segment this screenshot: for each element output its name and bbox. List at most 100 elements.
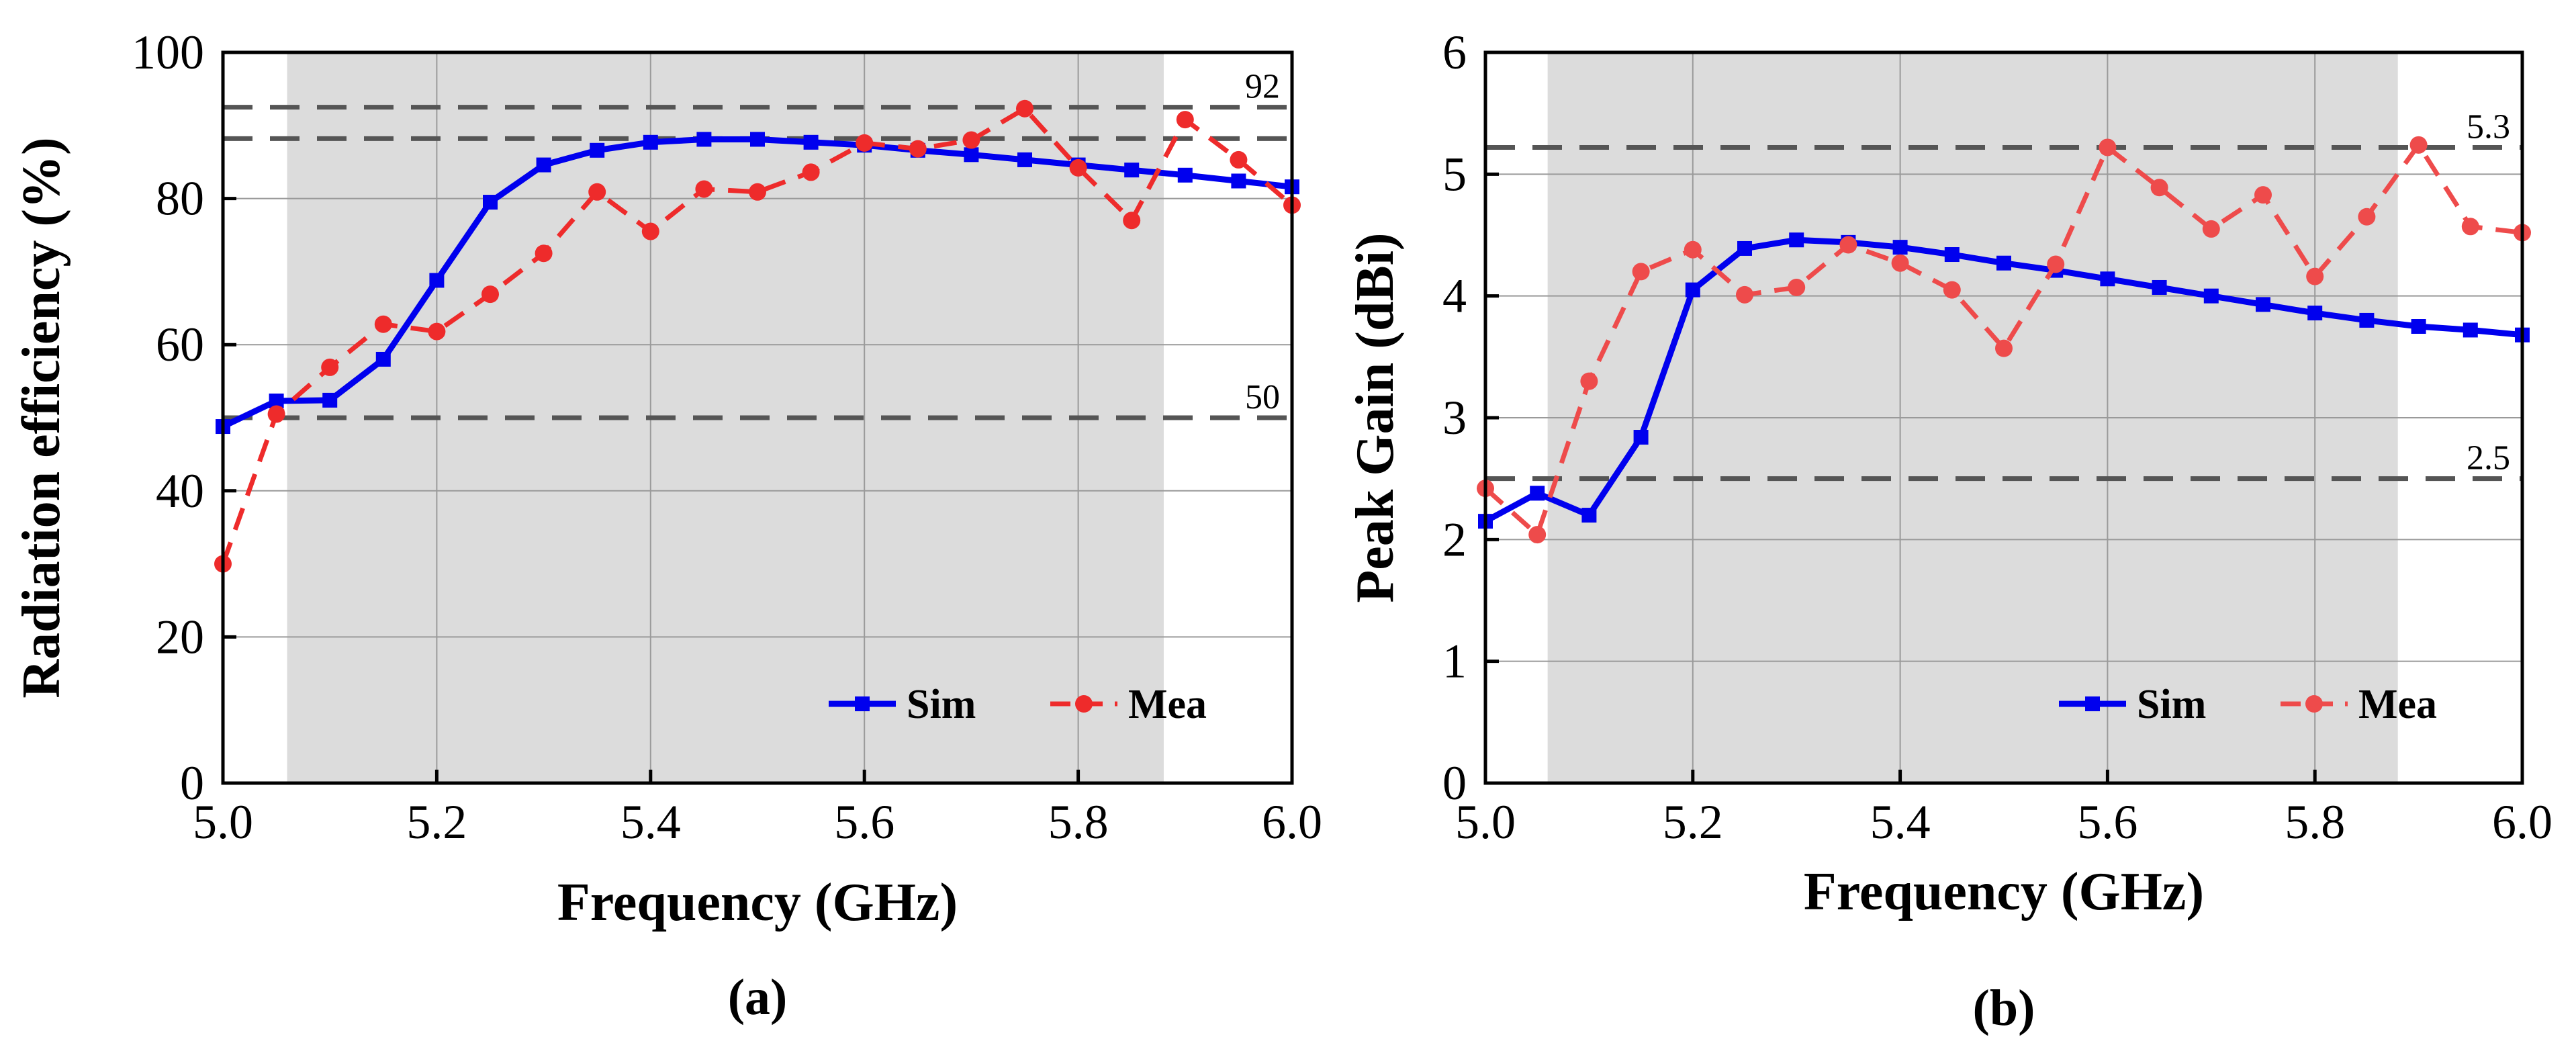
chart-0-legend-sim-label: Sim [907, 682, 976, 727]
chart-0-y-tick-label: 20 [156, 610, 204, 664]
chart-1-y-tick-label: 0 [1442, 756, 1467, 810]
chart-0-panel-label: (a) [728, 969, 788, 1026]
chart-0-reference-label-2: 50 [1245, 378, 1280, 416]
chart-0-y-tick-label: 60 [156, 318, 204, 371]
chart-1-legend-mea-marker [2305, 695, 2323, 713]
chart-0-series-mea-point [481, 285, 499, 304]
chart-1-legend-sim-marker [2085, 696, 2100, 711]
chart-1-y-tick-label: 5 [1442, 147, 1467, 201]
chart-1-series-mea-point [1528, 526, 1547, 544]
chart-1-legend-mea-label: Mea [2358, 682, 2437, 727]
chart-0-series-sim-point [269, 393, 284, 408]
chart-0-series-mea-point [909, 140, 927, 158]
chart-1-y-tick-label: 6 [1442, 26, 1467, 79]
chart-1-series-sim-point [2256, 297, 2270, 312]
chart-1-x-tick-label: 6.0 [2492, 795, 2552, 849]
chart-1-x-tick-label: 5.6 [2077, 795, 2137, 849]
chart-0-series-sim-point [375, 351, 391, 367]
chart-0-x-tick-label: 5.8 [1048, 795, 1109, 849]
chart-1-series-sim-point [1633, 430, 1649, 445]
chart-1-series-sim-point [1530, 486, 1545, 501]
chart-1-series-mea-point [1580, 372, 1598, 390]
chart-0-x-tick-label: 5.2 [406, 795, 467, 849]
chart-0-series-mea-point [802, 163, 820, 181]
chart-0-legend-sim-marker [855, 696, 870, 711]
chart-0-series-sim-point [750, 132, 765, 147]
chart-1-series-mea-point [1943, 281, 1961, 299]
chart-0-series-sim-point [1231, 173, 1246, 189]
chart-1-series-sim-point [1944, 247, 1960, 263]
chart-1-series-sim-point [2307, 306, 2323, 321]
chart-1-series-sim-point [2203, 288, 2219, 304]
chart-0-series-mea-point [856, 134, 874, 152]
chart-1-y-tick-label: 2 [1442, 512, 1467, 566]
chart-1-series-mea-point [1736, 285, 1753, 304]
chart-1-series-sim-point [1996, 255, 2011, 271]
chart-1-reference-label-0: 5.3 [2467, 107, 2510, 146]
chart-0-legend-mea-marker [1075, 695, 1093, 713]
panel-b-peak-gain: 5.3 2.5 5.0 5.2 5.4 5.6 5.8 6.0 0 1 2 3 4 5 6 Frequency… [1346, 26, 2552, 1036]
chart-0-series-mea-point [1176, 111, 1194, 129]
chart-0-series-sim-point [483, 195, 498, 210]
chart-0-y-axis-title: Radiation efficiency (%) [12, 137, 71, 698]
chart-1-series-mea-point [1788, 278, 1806, 296]
chart-0-reference-label-0: 92 [1245, 68, 1280, 106]
chart-1-y-tick-label: 3 [1442, 391, 1467, 445]
chart-1-series-mea-point [2306, 267, 2324, 285]
chart-1-series-mea-point [2254, 186, 2272, 204]
chart-1-series-mea-point [2150, 179, 2168, 197]
panel-a-radiation-efficiency: 92 50 5.0 5.2 5.4 5.6 5.8 6.0 0 20 40 60 80 100 Freque… [12, 26, 1322, 1026]
chart-1-y-axis-title: Peak Gain (dBi) [1346, 232, 1405, 602]
chart-0-legend-mea-label: Mea [1128, 682, 1207, 727]
chart-1-series-sim-point [2100, 271, 2115, 287]
chart-1-x-tick-label: 5.4 [1870, 795, 1931, 849]
chart-0-series-sim-point [322, 392, 338, 408]
chart-1-series-sim-point [2463, 322, 2478, 338]
chart-0-series-sim-point [1177, 167, 1193, 183]
chart-1-series-sim-point [1892, 240, 1908, 255]
chart-0-series-sim-point [536, 157, 551, 173]
chart-1-series-sim-point [1581, 508, 1597, 523]
chart-0-series-mea-point [588, 183, 606, 201]
chart-1-legend-sim-label: Sim [2137, 682, 2206, 727]
chart-0-series-sim-point [590, 142, 605, 158]
chart-1-x-axis-title: Frequency (GHz) [1804, 862, 2204, 921]
chart-0-plot-frame [221, 50, 1294, 785]
chart-0-series-sim-point [1017, 152, 1032, 167]
chart-0-y-tick-label: 0 [180, 756, 204, 810]
chart-0-series-mea-point [535, 244, 553, 263]
chart-1-panel-label: (b) [1973, 980, 2035, 1036]
chart-1-series-mea-point [2099, 138, 2117, 156]
chart-0-series-mea-point [1016, 99, 1033, 118]
chart-0-series-mea-point [1069, 159, 1087, 177]
chart-1-series-sim-point [2411, 319, 2426, 334]
chart-1-y-tick-label: 4 [1442, 269, 1467, 323]
chart-0-series-mea-point [267, 405, 285, 423]
chart-1-series-mea-point [1684, 240, 1702, 259]
chart-1-series-mea-point [2409, 136, 2428, 154]
chart-1-series-sim-point [2359, 312, 2375, 328]
chart-0-series-mea-point [749, 183, 766, 201]
chart-1-reference-label-1: 2.5 [2467, 439, 2510, 478]
chart-0-series-mea-line [220, 106, 1294, 565]
chart-1-series-sim-point [2152, 279, 2167, 295]
chart-0-series-sim-point [803, 134, 819, 150]
chart-0-x-tick-label: 6.0 [1262, 795, 1322, 849]
chart-1-series-mea-point [2202, 220, 2220, 238]
chart-0-series-sim-point [696, 132, 712, 147]
chart-1-series-mea-point [1995, 339, 2013, 357]
chart-1-series-mea-point [2358, 208, 2376, 226]
chart-0-x-tick-label: 5.0 [193, 795, 253, 849]
chart-0-series-mea-point [1230, 150, 1248, 169]
chart-0-series-mea-point [962, 131, 980, 149]
chart-1-x-tick-label: 5.0 [1455, 795, 1516, 849]
chart-0-x-tick-label: 5.4 [620, 795, 681, 849]
chart-0-x-tick-label: 5.6 [834, 795, 894, 849]
chart-1-series-mea-point [1891, 254, 1909, 272]
chart-0-series-mea-point [374, 315, 392, 333]
chart-0-series-mea-point [428, 322, 446, 341]
chart-0-y-tick-label: 40 [156, 464, 204, 518]
chart-0-series-mea-point [1123, 212, 1141, 230]
chart-0-series-sim-point [643, 134, 658, 150]
